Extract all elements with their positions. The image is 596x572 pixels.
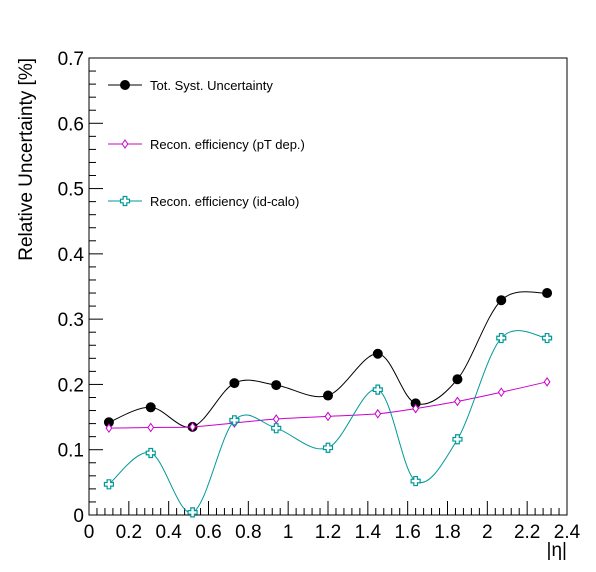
x-tick-label: 0.2 [116,522,142,543]
data-point [374,408,382,419]
x-tick-label: 2 [482,522,493,543]
axes-ticks [88,57,568,516]
series-line [108,330,548,513]
data-point [145,402,156,413]
data-point [187,507,198,518]
data-point [496,332,507,344]
data-point [496,295,507,306]
legend-marker [120,80,130,90]
legend-label: Recon. efficiency (id-calo) [150,194,299,209]
data-point [497,387,505,398]
series-layer [103,288,553,518]
x-tick-label: 1.4 [355,522,382,543]
data-point [272,414,280,424]
legend-marker [119,195,131,207]
data-point [322,442,334,453]
legend-marker [121,139,129,149]
data-point [189,421,196,432]
data-point [412,403,420,414]
data-point [543,376,551,387]
x-tick-label: 0.4 [155,522,182,543]
data-point [105,423,113,434]
series-3 [103,330,553,518]
x-tick-label: 2.2 [514,522,540,543]
series-1 [103,288,553,432]
x-tick-label: 0 [84,522,95,543]
y-tick-label: 0.7 [58,49,84,70]
y-tick-label: 0.3 [58,310,84,331]
data-point [452,374,463,385]
data-point [372,348,383,359]
data-point [372,384,383,395]
legend-entry: Recon. efficiency (id-calo) [108,194,299,209]
tick-labels: 0 0.2 0.4 0.6 0.8 1 1.2 1.4 1.6 1.8 2 2.2 2.4 0 0.1 0.2… [58,49,581,543]
data-point [454,396,461,407]
series-line [108,291,548,428]
y-tick-label: 0.6 [58,114,84,135]
y-tick-label: 0 [73,506,84,527]
data-point [542,288,553,299]
legend: Tot. Syst. Uncertainty Recon. efficiency … [108,78,305,209]
x-axis-title: |η| [547,540,567,561]
x-tick-label: 1.2 [315,522,341,543]
x-tick-label: 0.8 [235,522,261,543]
data-point [324,411,332,422]
data-point [452,434,463,445]
data-point [541,332,553,344]
data-point [271,380,282,391]
data-point [323,390,333,401]
x-tick-label: 1 [283,522,294,543]
data-point [145,447,156,459]
x-tick-label: 2.4 [554,522,581,543]
y-tick-label: 0.4 [58,245,85,266]
data-point [147,422,155,433]
legend-entry: Tot. Syst. Uncertainty [108,78,273,93]
data-point [271,423,282,434]
x-tick-label: 1.6 [394,522,420,543]
series-2 [105,376,551,434]
legend-entry: Recon. efficiency (pT dep.) [108,137,305,152]
data-point [229,378,240,389]
y-tick-label: 0.2 [58,375,84,396]
x-tick-label: 0.6 [195,522,221,543]
data-point [103,479,115,490]
data-point [229,415,240,426]
y-tick-label: 0.5 [58,180,84,201]
legend-label: Recon. efficiency (pT dep.) [150,137,305,152]
x-tick-label: 1.8 [434,522,460,543]
y-tick-label: 0.1 [58,441,84,462]
data-point [410,475,421,487]
y-axis-title: Relative Uncertainty [%] [16,58,37,261]
legend-label: Tot. Syst. Uncertainty [150,78,273,93]
